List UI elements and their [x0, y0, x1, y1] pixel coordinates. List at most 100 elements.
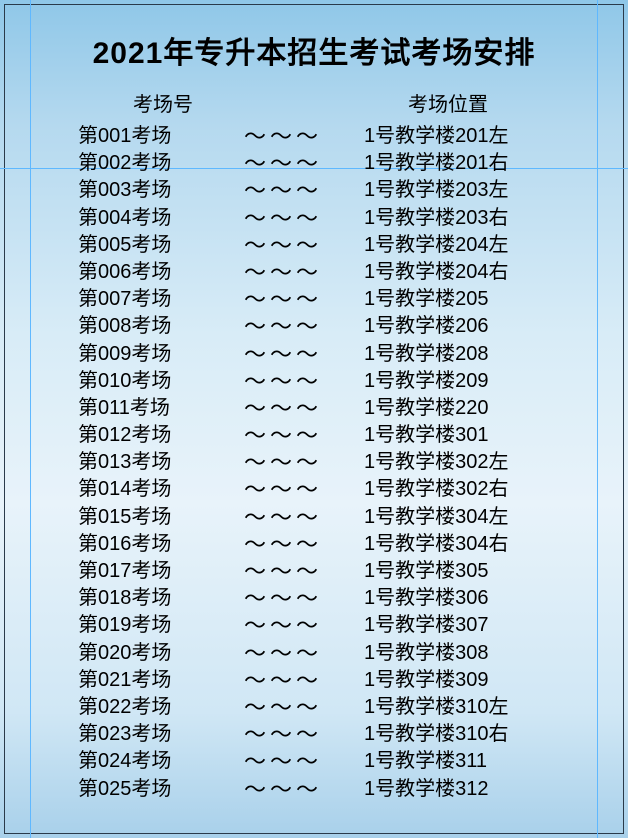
cell-room-number: 第016考场: [78, 531, 208, 558]
cell-room-number: 第014考场: [78, 476, 208, 503]
cell-separator: ～～～: [208, 286, 358, 313]
cell-separator: ～～～: [208, 476, 358, 503]
header-room-number: 考场号: [78, 88, 248, 117]
table-row: 第023考场～～～1号教学楼310右: [78, 721, 568, 748]
cell-room-location: 1号教学楼312: [358, 776, 568, 803]
cell-separator: ～～～: [208, 612, 358, 639]
table-row: 第010考场～～～1号教学楼209: [78, 368, 568, 395]
cell-room-location: 1号教学楼205: [358, 286, 568, 313]
table-row: 第009考场～～～1号教学楼208: [78, 341, 568, 368]
cell-separator: ～～～: [208, 504, 358, 531]
cell-separator: ～～～: [208, 177, 358, 204]
cell-room-number: 第020考场: [78, 640, 208, 667]
cell-separator: ～～～: [208, 694, 358, 721]
table-row: 第020考场～～～1号教学楼308: [78, 640, 568, 667]
cell-room-location: 1号教学楼201右: [358, 150, 568, 177]
cell-room-location: 1号教学楼310左: [358, 694, 568, 721]
table-row: 第015考场～～～1号教学楼304左: [78, 504, 568, 531]
table-row: 第017考场～～～1号教学楼305: [78, 558, 568, 585]
cell-room-location: 1号教学楼308: [358, 640, 568, 667]
page-title: 2021年专升本招生考试考场安排: [30, 28, 598, 72]
table-row: 第006考场～～～1号教学楼204右: [78, 259, 568, 286]
cell-room-location: 1号教学楼203右: [358, 205, 568, 232]
cell-room-location: 1号教学楼204左: [358, 232, 568, 259]
cell-room-location: 1号教学楼220: [358, 395, 568, 422]
cell-room-number: 第018考场: [78, 585, 208, 612]
cell-separator: ～～～: [208, 531, 358, 558]
table-row: 第021考场～～～1号教学楼309: [78, 667, 568, 694]
cell-separator: ～～～: [208, 721, 358, 748]
cell-room-location: 1号教学楼201左: [358, 123, 568, 150]
cell-separator: ～～～: [208, 123, 358, 150]
cell-room-number: 第003考场: [78, 177, 208, 204]
cell-room-number: 第021考场: [78, 667, 208, 694]
table-row: 第024考场～～～1号教学楼311: [78, 748, 568, 775]
cell-room-number: 第013考场: [78, 449, 208, 476]
header-room-location: 考场位置: [328, 88, 568, 117]
cell-room-number: 第004考场: [78, 205, 208, 232]
cell-room-location: 1号教学楼306: [358, 585, 568, 612]
cell-room-number: 第022考场: [78, 694, 208, 721]
cell-room-location: 1号教学楼301: [358, 422, 568, 449]
page: 2021年专升本招生考试考场安排 考场号 考场位置 第001考场～～～1号教学楼…: [0, 0, 628, 838]
cell-room-location: 1号教学楼304右: [358, 531, 568, 558]
cell-room-number: 第012考场: [78, 422, 208, 449]
cell-separator: ～～～: [208, 449, 358, 476]
table-row: 第007考场～～～1号教学楼205: [78, 286, 568, 313]
cell-room-number: 第007考场: [78, 286, 208, 313]
cell-room-location: 1号教学楼204右: [358, 259, 568, 286]
cell-room-location: 1号教学楼305: [358, 558, 568, 585]
cell-separator: ～～～: [208, 748, 358, 775]
table-row: 第003考场～～～1号教学楼203左: [78, 177, 568, 204]
cell-separator: ～～～: [208, 150, 358, 177]
table-row: 第014考场～～～1号教学楼302右: [78, 476, 568, 503]
cell-room-number: 第019考场: [78, 612, 208, 639]
cell-room-number: 第006考场: [78, 259, 208, 286]
header-spacer: [248, 88, 328, 117]
cell-separator: ～～～: [208, 259, 358, 286]
cell-separator: ～～～: [208, 341, 358, 368]
cell-room-number: 第002考场: [78, 150, 208, 177]
cell-room-location: 1号教学楼310右: [358, 721, 568, 748]
table-row: 第012考场～～～1号教学楼301: [78, 422, 568, 449]
table-row: 第008考场～～～1号教学楼206: [78, 313, 568, 340]
table-row: 第016考场～～～1号教学楼304右: [78, 531, 568, 558]
cell-room-number: 第001考场: [78, 123, 208, 150]
cell-room-location: 1号教学楼302右: [358, 476, 568, 503]
cell-separator: ～～～: [208, 422, 358, 449]
cell-room-number: 第011考场: [78, 395, 208, 422]
cell-separator: ～～～: [208, 667, 358, 694]
cell-separator: ～～～: [208, 313, 358, 340]
table-row: 第013考场～～～1号教学楼302左: [78, 449, 568, 476]
cell-separator: ～～～: [208, 205, 358, 232]
cell-room-location: 1号教学楼302左: [358, 449, 568, 476]
cell-room-number: 第025考场: [78, 776, 208, 803]
cell-room-number: 第005考场: [78, 232, 208, 259]
cell-room-location: 1号教学楼203左: [358, 177, 568, 204]
cell-separator: ～～～: [208, 395, 358, 422]
table-row: 第002考场～～～1号教学楼201右: [78, 150, 568, 177]
cell-room-number: 第023考场: [78, 721, 208, 748]
table-row: 第025考场～～～1号教学楼312: [78, 776, 568, 803]
cell-room-number: 第008考场: [78, 313, 208, 340]
table-row: 第011考场～～～1号教学楼220: [78, 395, 568, 422]
cell-room-location: 1号教学楼208: [358, 341, 568, 368]
table-row: 第018考场～～～1号教学楼306: [78, 585, 568, 612]
cell-room-location: 1号教学楼206: [358, 313, 568, 340]
cell-room-location: 1号教学楼304左: [358, 504, 568, 531]
table-row: 第001考场～～～1号教学楼201左: [78, 123, 568, 150]
table-row: 第005考场～～～1号教学楼204左: [78, 232, 568, 259]
cell-separator: ～～～: [208, 368, 358, 395]
cell-room-location: 1号教学楼209: [358, 368, 568, 395]
cell-room-location: 1号教学楼309: [358, 667, 568, 694]
cell-separator: ～～～: [208, 232, 358, 259]
cell-room-number: 第015考场: [78, 504, 208, 531]
cell-separator: ～～～: [208, 776, 358, 803]
cell-room-number: 第024考场: [78, 748, 208, 775]
content: 2021年专升本招生考试考场安排 考场号 考场位置 第001考场～～～1号教学楼…: [30, 20, 598, 828]
cell-separator: ～～～: [208, 640, 358, 667]
cell-room-location: 1号教学楼307: [358, 612, 568, 639]
table-row: 第022考场～～～1号教学楼310左: [78, 694, 568, 721]
rows-container: 第001考场～～～1号教学楼201左第002考场～～～1号教学楼201右第003…: [30, 123, 598, 803]
cell-room-number: 第009考场: [78, 341, 208, 368]
